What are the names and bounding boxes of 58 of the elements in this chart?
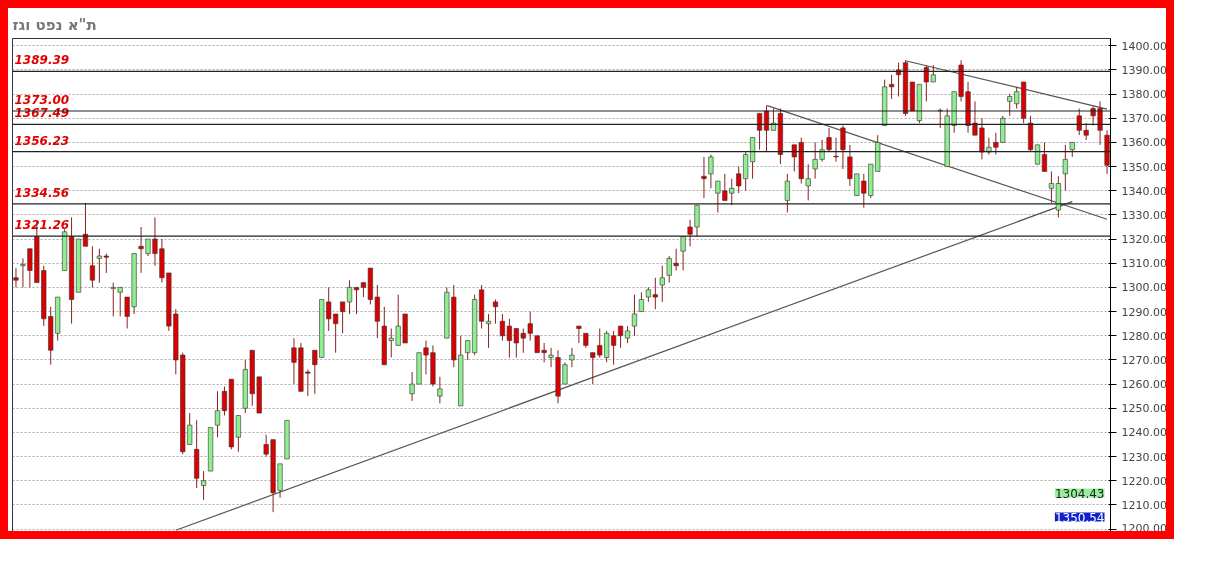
candlestick xyxy=(214,390,221,438)
candlestick xyxy=(1034,144,1041,165)
candlestick xyxy=(701,156,707,199)
ref-line-label: 1356.23 xyxy=(14,133,70,148)
y-tick-label: 1300.00 xyxy=(1121,281,1167,295)
candlestick xyxy=(687,219,693,247)
y-tick-label: 1350.00 xyxy=(1121,160,1167,174)
ref-line-label: 1373.00 xyxy=(14,93,70,107)
y-tick-label: 1310.00 xyxy=(1121,257,1167,271)
candlestick xyxy=(631,294,638,337)
candlestick xyxy=(409,371,415,402)
candlestick xyxy=(485,313,492,349)
y-tick-label: 1280.00 xyxy=(1121,329,1167,343)
y-tick-label: 1210.00 xyxy=(1121,498,1167,512)
candlestick xyxy=(708,154,714,189)
y-tick-label: 1240.00 xyxy=(1121,426,1167,440)
y-tick-label: 1380.00 xyxy=(1121,88,1167,102)
ref-line-label: 1334.56 xyxy=(14,185,70,200)
y-tick-label: 1260.00 xyxy=(1121,378,1167,392)
y-tick-label: 1370.00 xyxy=(1121,112,1167,126)
y-tick-label: 1340.00 xyxy=(1121,184,1167,198)
annotation: 1350.54 xyxy=(1054,510,1105,525)
candlestick xyxy=(437,376,443,404)
y-tick-label: 1290.00 xyxy=(1121,305,1167,319)
y-tick-label: 1200.00 xyxy=(1121,521,1167,535)
candlestick xyxy=(889,74,895,100)
y-tick-label: 1270.00 xyxy=(1121,353,1167,367)
candlestick xyxy=(840,125,846,170)
candlestick xyxy=(201,470,207,501)
candlestick xyxy=(576,325,582,344)
candlestick xyxy=(569,347,575,368)
annotation: 1304.43 xyxy=(1054,486,1105,501)
candlestick xyxy=(618,325,624,349)
y-tick-label: 1220.00 xyxy=(1121,474,1167,488)
y-tick-label: 1330.00 xyxy=(1121,208,1167,222)
candlestick xyxy=(659,265,665,303)
candlestick xyxy=(680,236,686,271)
y-tick-label: 1230.00 xyxy=(1121,450,1167,464)
ref-line-label: 1321.26 xyxy=(14,218,70,233)
ref-line-label: 1389.39 xyxy=(14,53,70,68)
candlestick xyxy=(638,291,644,313)
candlestick xyxy=(353,286,360,315)
candlestick xyxy=(694,204,700,238)
candlestick xyxy=(784,173,790,213)
chart-title: ת"א נפט וגז xyxy=(12,15,97,34)
candlestick xyxy=(895,62,902,97)
candlestick xyxy=(1062,144,1068,192)
y-tick-label: 1250.00 xyxy=(1121,402,1167,416)
candlestick xyxy=(757,112,763,151)
ref-line-label: 1367.49 xyxy=(14,106,70,121)
candlestick xyxy=(89,245,95,288)
y-tick-label: 1360.00 xyxy=(1121,136,1167,150)
y-tick-label: 1390.00 xyxy=(1121,63,1167,77)
candlestick xyxy=(1041,141,1048,172)
y-tick-label: 1400.00 xyxy=(1121,39,1167,53)
candlestick xyxy=(492,299,499,325)
candlestick xyxy=(833,137,839,163)
y-tick-label: 1320.00 xyxy=(1121,233,1167,247)
